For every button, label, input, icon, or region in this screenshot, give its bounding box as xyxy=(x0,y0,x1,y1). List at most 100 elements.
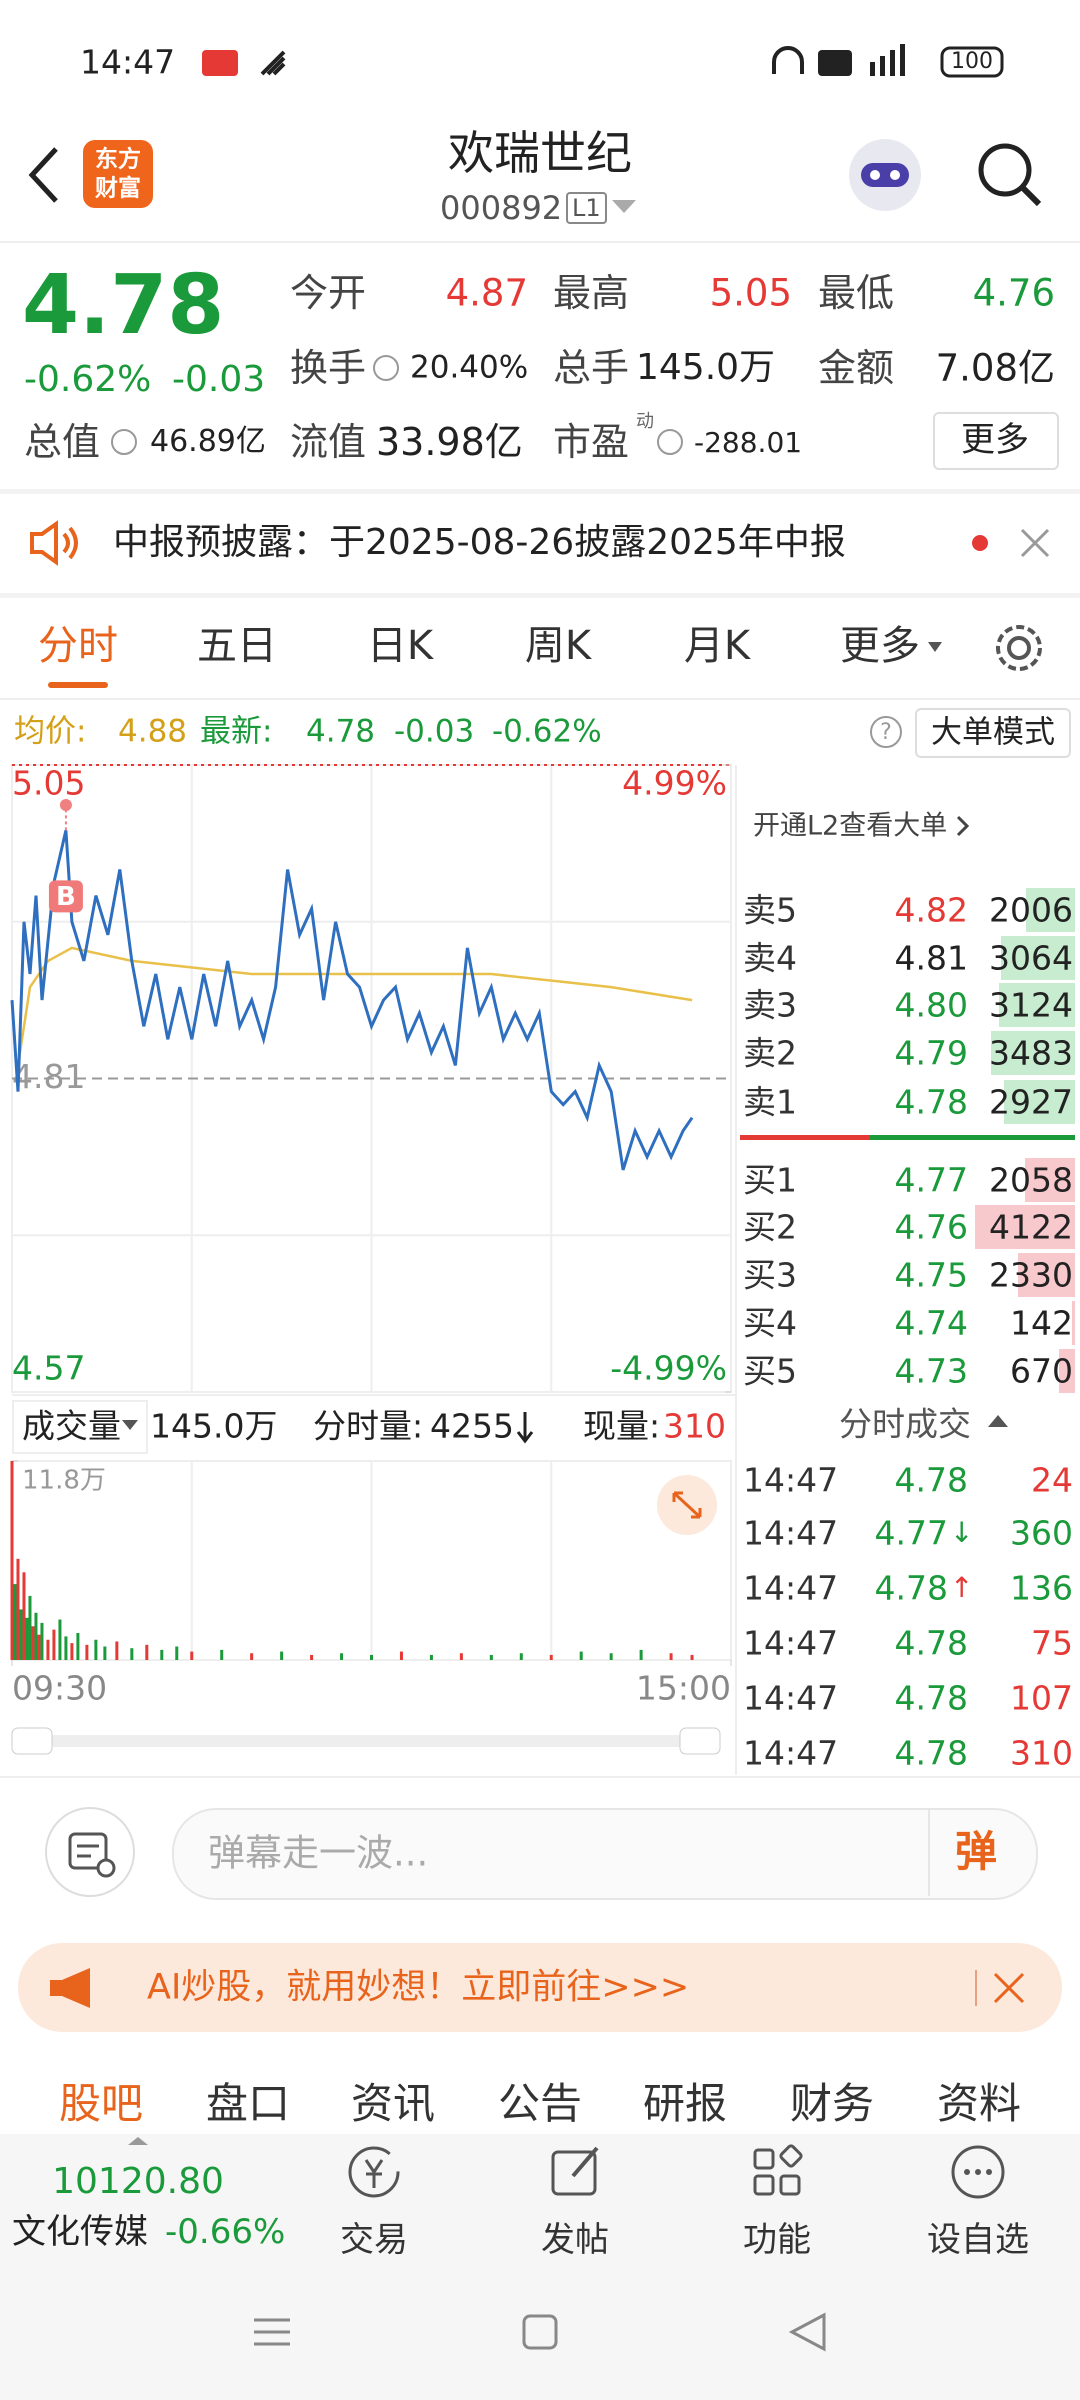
expand-button[interactable] xyxy=(652,1473,722,1537)
info-icon[interactable] xyxy=(110,428,138,456)
ad-text: AI炒股，就用妙想！立即前往>>> xyxy=(147,1967,690,2008)
speaker-icon xyxy=(30,520,78,566)
icon-part xyxy=(522,2314,558,2350)
scroll-handle[interactable] xyxy=(679,1727,721,1755)
search-button[interactable] xyxy=(975,140,1045,210)
icon-part xyxy=(254,2318,290,2346)
icon-part xyxy=(996,625,1042,671)
icon-part xyxy=(50,1968,90,2008)
book-volume: 2330 xyxy=(989,1255,1073,1295)
logo-text: 东方 xyxy=(95,146,141,173)
app-icon xyxy=(260,50,286,76)
trade-price: 4.78 xyxy=(894,1678,968,1718)
x-tick-label: 15:00 xyxy=(636,1669,731,1708)
content-tab[interactable]: 研报 xyxy=(642,2079,728,2128)
latest-change-percent: -0.62% xyxy=(492,713,602,750)
content-tab[interactable]: 股吧 xyxy=(58,2079,144,2128)
tab[interactable]: 五日 xyxy=(197,623,277,669)
volume-bar xyxy=(145,1644,149,1660)
content-tab[interactable]: 盘口 xyxy=(205,2079,291,2128)
content-tab[interactable]: 资料 xyxy=(936,2079,1022,2128)
close-button[interactable] xyxy=(993,1972,1025,2004)
close-button[interactable] xyxy=(1020,528,1050,558)
comment-input[interactable] xyxy=(172,1808,1038,1900)
volume-bar xyxy=(220,1649,224,1660)
volume-label: 成交量 xyxy=(22,1406,121,1446)
logo-text: 财富 xyxy=(95,175,141,202)
volume-bar xyxy=(549,1654,553,1660)
sell-strength xyxy=(740,1135,870,1140)
back-button[interactable] xyxy=(24,145,64,205)
danmaku-settings[interactable] xyxy=(44,1806,136,1898)
icon-part xyxy=(870,62,875,76)
volume-bar xyxy=(25,1617,29,1660)
divider xyxy=(0,1776,1080,1778)
tab[interactable]: 周K xyxy=(524,623,592,669)
avg-label: 均价: xyxy=(14,713,87,750)
tab[interactable]: 日K xyxy=(366,623,434,669)
app-icon xyxy=(202,50,238,76)
scroll-handle[interactable] xyxy=(11,1727,53,1755)
volume-bar xyxy=(34,1612,38,1660)
help-icon[interactable]: ? xyxy=(868,714,904,750)
l2-link[interactable]: 开通L2查看大单 xyxy=(753,810,948,842)
danmaku-button[interactable]: 弹 xyxy=(954,1827,998,1876)
icon-part xyxy=(1007,636,1031,660)
icon-part xyxy=(779,2144,803,2168)
volume-bar xyxy=(280,1651,284,1660)
tab[interactable]: 更多 xyxy=(840,623,920,669)
volume-bar xyxy=(399,1651,403,1660)
notice-text[interactable]: 中报预披露：于2025-08-26披露2025年中报 xyxy=(113,522,846,563)
icon-part xyxy=(993,1972,1025,2004)
settings-button[interactable] xyxy=(993,622,1045,674)
icon-part xyxy=(753,2174,775,2196)
volume-bar xyxy=(58,1619,62,1660)
trade-volume: 24 xyxy=(1031,1460,1073,1500)
index-name: 文化传媒 xyxy=(12,2212,148,2252)
tab[interactable]: 月K xyxy=(683,623,751,669)
content-tab[interactable]: 资讯 xyxy=(350,2079,436,2128)
function-icon[interactable] xyxy=(747,2142,807,2202)
post-icon[interactable] xyxy=(545,2142,605,2202)
volume-bar xyxy=(31,1626,35,1660)
info-icon[interactable] xyxy=(372,354,400,382)
volume-bar xyxy=(85,1644,89,1660)
menu-key[interactable] xyxy=(252,2312,292,2352)
book-label: 买2 xyxy=(743,1207,797,1247)
volume-bar xyxy=(340,1653,344,1660)
content-tab[interactable]: 公告 xyxy=(497,2079,583,2128)
nav-label[interactable]: 发帖 xyxy=(541,2220,609,2260)
back-key[interactable] xyxy=(788,2312,828,2352)
info-icon[interactable] xyxy=(656,428,684,456)
icon-part xyxy=(951,2145,1005,2199)
divider xyxy=(0,698,1080,700)
home-key[interactable] xyxy=(522,2314,558,2350)
content-tab[interactable]: 财务 xyxy=(789,2079,875,2128)
per-minute-label: 分时量: xyxy=(313,1406,424,1446)
tab[interactable]: 分时 xyxy=(38,623,118,669)
volume-bar xyxy=(19,1609,23,1660)
watchlist-icon[interactable] xyxy=(948,2142,1008,2202)
more-button[interactable] xyxy=(933,412,1059,470)
ad-banner[interactable] xyxy=(18,1943,1062,2032)
volume-bar xyxy=(669,1653,673,1660)
book-volume: 2927 xyxy=(989,1082,1073,1122)
dropdown-icon xyxy=(122,1420,138,1430)
trade-icon[interactable] xyxy=(344,2142,404,2202)
volume-selector[interactable] xyxy=(12,1400,148,1454)
volume-bar xyxy=(37,1634,41,1660)
trade-volume: 360 xyxy=(1010,1513,1073,1553)
nav-label[interactable]: 交易 xyxy=(340,2220,408,2260)
field-label: 流值 xyxy=(290,420,367,464)
icon-part xyxy=(373,355,399,381)
y-tick-label: 5.05 xyxy=(12,764,85,803)
nav-label[interactable]: 功能 xyxy=(743,2220,811,2260)
level-badge: L1 xyxy=(566,192,607,224)
icon-part xyxy=(1020,185,1042,207)
robot-avatar[interactable] xyxy=(845,135,925,215)
nav-label[interactable]: 设自选 xyxy=(927,2220,1029,2260)
volume-bar xyxy=(52,1629,56,1660)
book-label: 卖2 xyxy=(743,1033,797,1073)
current-volume: 310 xyxy=(663,1406,726,1446)
mode-button[interactable] xyxy=(915,708,1071,758)
